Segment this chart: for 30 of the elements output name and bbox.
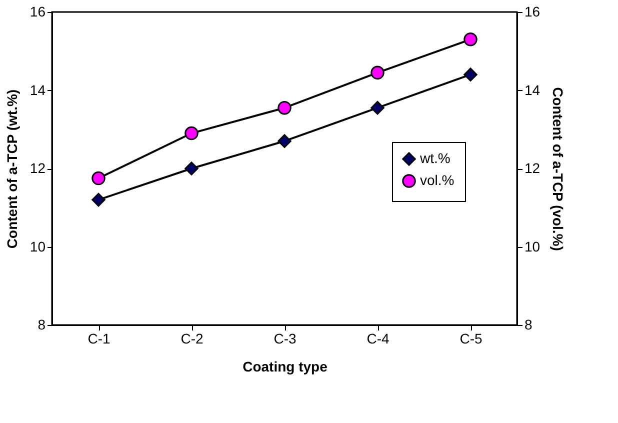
y-tick-label: 16 <box>30 4 46 20</box>
legend-label: wt.% <box>419 150 450 166</box>
legend-label: vol.% <box>420 172 454 188</box>
point <box>464 32 478 46</box>
y-tick-label: 12 <box>30 160 46 176</box>
point <box>278 134 292 148</box>
point <box>92 171 106 186</box>
point <box>184 162 198 176</box>
point <box>92 192 106 207</box>
x-tick-label: C-3 <box>274 330 296 346</box>
x-tick-label: C-4 <box>366 330 390 346</box>
point <box>370 100 384 115</box>
y2-tick-label: 12 <box>524 160 540 176</box>
point <box>184 126 198 140</box>
y-tick-label: 10 <box>30 238 46 254</box>
point <box>464 68 478 82</box>
point <box>278 100 292 115</box>
y2-tick-label: 14 <box>524 82 540 98</box>
point <box>370 66 384 80</box>
y2-tick-label: 10 <box>524 238 540 254</box>
y2-axis-title: Content of a-TCP (vol.%) <box>550 87 566 251</box>
y-axis-title: Content of a-TCP (wt.%) <box>4 89 20 249</box>
x-tick-label: C-5 <box>460 330 482 346</box>
y-tick-label: 8 <box>38 316 46 332</box>
y2-tick-label: 16 <box>524 4 540 20</box>
x-axis-title: Coating type <box>242 358 328 374</box>
x-tick-label: C-2 <box>180 330 204 346</box>
y-tick-label: 14 <box>30 82 46 98</box>
y2-tick-label: 8 <box>524 316 532 332</box>
x-tick-label: C-1 <box>88 330 110 346</box>
